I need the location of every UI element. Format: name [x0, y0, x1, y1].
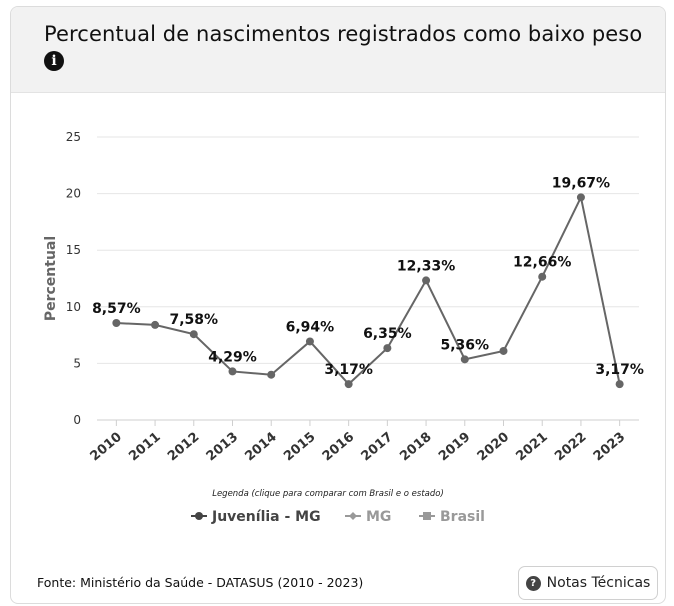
- y-tick-label: 0: [73, 413, 81, 427]
- data-label: 12,33%: [397, 258, 455, 274]
- x-tick-label: 2012: [165, 430, 202, 465]
- data-point[interactable]: [151, 320, 160, 329]
- data-label: 8,57%: [92, 301, 141, 317]
- data-point[interactable]: [422, 276, 431, 285]
- x-tick-label: 2016: [320, 430, 357, 465]
- data-point[interactable]: [615, 380, 624, 389]
- card-header: Percentual de nascimentos registrados co…: [11, 7, 665, 93]
- legend-item-label[interactable]: Brasil: [440, 509, 485, 525]
- data-point[interactable]: [112, 318, 121, 327]
- x-tick-label: 2014: [242, 430, 279, 465]
- data-label: 19,67%: [552, 175, 610, 191]
- data-point[interactable]: [576, 193, 585, 202]
- x-tick-label: 2013: [204, 430, 241, 465]
- y-tick-label: 25: [66, 130, 81, 144]
- legend-marker-diamond: [349, 512, 357, 520]
- technical-notes-button[interactable]: ? Notas Técnicas: [518, 566, 658, 600]
- x-tick-label: 2020: [475, 430, 512, 465]
- y-tick-label: 10: [66, 300, 81, 314]
- data-point[interactable]: [344, 380, 353, 389]
- data-point[interactable]: [189, 330, 198, 339]
- page-title: Percentual de nascimentos registrados co…: [44, 22, 643, 46]
- data-label: 12,66%: [513, 255, 571, 271]
- x-tick-label: 2015: [281, 430, 318, 465]
- data-point[interactable]: [538, 272, 547, 281]
- y-tick-label: 20: [66, 187, 81, 201]
- technical-notes-label: Notas Técnicas: [546, 575, 651, 591]
- x-tick-label: 2018: [397, 430, 434, 465]
- data-point[interactable]: [460, 355, 469, 364]
- data-point[interactable]: [305, 337, 314, 346]
- data-label: 3,17%: [595, 362, 644, 378]
- data-point[interactable]: [267, 370, 276, 379]
- y-tick-label: 5: [73, 356, 81, 370]
- line-chart: 0 5 10 15 20 25 Percentual 2010 2011 2012 2013 2014…: [43, 130, 644, 525]
- chart-card: Percentual de nascimentos registrados co…: [10, 6, 666, 604]
- x-tick-label: 2017: [359, 430, 396, 465]
- y-tick-label: 15: [66, 243, 81, 257]
- source-text: Fonte: Ministério da Saúde - DATASUS (20…: [37, 575, 364, 590]
- legend-item-label[interactable]: Juvenília - MG: [211, 509, 321, 525]
- legend-caption: Legenda (clique para comparar com Brasil…: [212, 489, 444, 499]
- x-tick-label: 2011: [126, 430, 163, 465]
- x-tick-label: 2023: [591, 430, 628, 465]
- legend-marker-square: [423, 512, 431, 520]
- data-label: 6,94%: [286, 319, 335, 335]
- data-point[interactable]: [383, 344, 392, 353]
- data-label: 6,35%: [363, 326, 412, 342]
- data-label: 7,58%: [169, 312, 218, 328]
- legend-marker-circle: [195, 512, 203, 520]
- y-axis-label: Percentual: [43, 236, 59, 321]
- data-point[interactable]: [499, 346, 508, 355]
- data-label: 5,36%: [440, 337, 489, 353]
- data-label: 4,29%: [208, 349, 257, 365]
- series-line: [116, 194, 621, 386]
- x-tick-label: 2021: [513, 430, 550, 465]
- data-point[interactable]: [228, 367, 237, 376]
- legend-item-label[interactable]: MG: [366, 509, 391, 525]
- x-tick-label: 2019: [436, 430, 473, 465]
- info-icon[interactable]: i: [44, 51, 64, 71]
- question-circle-icon: ?: [525, 575, 541, 591]
- x-tick-label: 2022: [552, 430, 589, 465]
- data-label: 3,17%: [324, 362, 373, 378]
- x-tick-label: 2010: [88, 430, 125, 465]
